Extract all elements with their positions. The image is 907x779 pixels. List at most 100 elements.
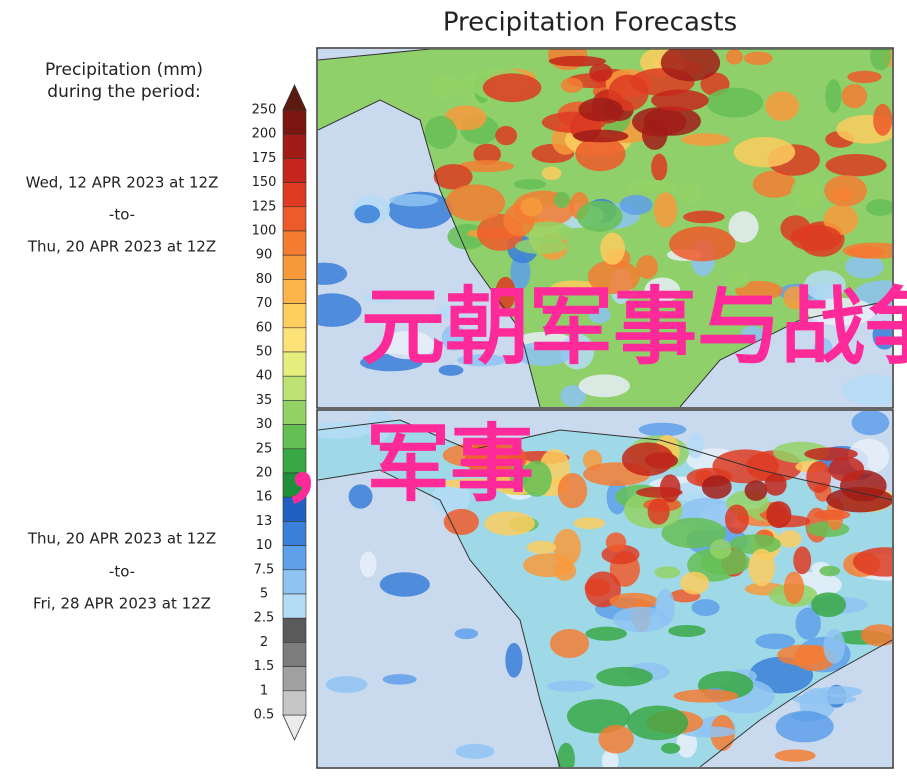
- colorbar-segment: [282, 593, 307, 619]
- period-start: Thu, 20 APR 2023 at 12Z: [27, 530, 216, 548]
- rain-area: [752, 170, 797, 198]
- rain-area: [363, 292, 401, 304]
- rain-area: [608, 74, 649, 112]
- colorbar-tick-label: 2.5: [254, 611, 275, 626]
- rain-area: [709, 539, 732, 559]
- rain-area: [433, 164, 473, 190]
- rain-area: [701, 475, 732, 499]
- colorbar-tick-label: 0.5: [254, 708, 275, 723]
- rain-area: [824, 175, 867, 207]
- rain-area: [816, 686, 863, 697]
- rain-area: [636, 255, 658, 280]
- colorbar-tick-label: 25: [256, 441, 273, 456]
- rain-area: [513, 178, 547, 190]
- rain-area: [636, 486, 683, 498]
- rain-area: [651, 153, 668, 182]
- rain-area: [515, 238, 568, 254]
- coastline: [318, 419, 892, 767]
- rain-area: [766, 501, 792, 529]
- rain-area: [755, 633, 796, 650]
- rain-area: [548, 55, 606, 67]
- rain-area: [588, 306, 611, 324]
- colorbar-tick-label: 7.5: [254, 562, 275, 577]
- legend-heading: during the period:: [47, 82, 200, 102]
- rain-area: [444, 105, 487, 131]
- rain-area: [589, 63, 613, 82]
- rain-area: [741, 325, 765, 342]
- rain-area: [557, 742, 575, 767]
- rain-area: [783, 286, 806, 310]
- legend-heading: Precipitation (mm): [45, 60, 203, 80]
- rain-area: [348, 484, 373, 509]
- map-panel: [318, 411, 892, 767]
- rain-area: [853, 280, 892, 307]
- colorbar: [282, 84, 307, 741]
- rain-area: [578, 97, 623, 122]
- rain-area: [626, 179, 678, 193]
- rain-area: [676, 730, 698, 758]
- colorbar-tick-label: 13: [256, 514, 273, 529]
- rain-area: [601, 749, 619, 767]
- colorbar-segment: [282, 303, 307, 329]
- rain-area: [733, 137, 796, 168]
- rain-area: [791, 176, 823, 209]
- rain-area: [872, 320, 892, 350]
- rain-area: [457, 354, 508, 367]
- rain-area: [804, 270, 846, 301]
- rain-area: [774, 749, 816, 762]
- colorbar-segment: [282, 206, 307, 232]
- rain-area: [700, 549, 751, 576]
- rain-area: [673, 689, 739, 703]
- colorbar-segment: [282, 279, 307, 304]
- rain-area: [661, 742, 681, 754]
- rain-area: [495, 276, 516, 310]
- rain-area: [389, 193, 439, 207]
- rain-area: [605, 532, 627, 553]
- rain-area: [632, 107, 687, 137]
- rain-area: [598, 724, 634, 754]
- rain-area: [454, 628, 479, 640]
- rain-area: [865, 199, 892, 216]
- colorbar-tick-label: 250: [252, 103, 277, 118]
- rain-area: [791, 711, 822, 722]
- period-separator: -to-: [109, 563, 135, 581]
- colorbar-tick-label: 175: [252, 151, 277, 166]
- rain-area: [318, 262, 348, 285]
- rain-area: [660, 49, 721, 82]
- rain-area: [841, 374, 892, 406]
- colorbar-tick-label: 90: [256, 248, 273, 263]
- rain-area: [647, 498, 670, 525]
- rain-area: [621, 442, 674, 476]
- rain-area: [790, 224, 842, 252]
- rain-area: [495, 126, 518, 146]
- rain-area: [367, 411, 392, 442]
- rain-area: [811, 592, 846, 618]
- colorbar-segment: [282, 690, 307, 716]
- colorbar-tick-label: 1.5: [254, 659, 275, 674]
- rain-area: [669, 226, 736, 262]
- colorbar-segment: [282, 158, 307, 183]
- rain-area: [728, 272, 750, 289]
- rain-area: [687, 432, 704, 459]
- colorbar-segment: [282, 133, 307, 159]
- rain-area: [691, 599, 720, 616]
- rain-area: [860, 624, 892, 647]
- rain-area: [783, 571, 805, 605]
- rain-area: [842, 242, 892, 259]
- rain-area: [585, 626, 627, 641]
- rain-area: [814, 509, 851, 520]
- rain-area: [553, 560, 577, 581]
- rain-area: [638, 422, 687, 437]
- rain-area: [764, 473, 787, 496]
- map-panel: [318, 49, 892, 407]
- rain-area: [651, 89, 709, 112]
- rain-area: [847, 70, 882, 84]
- colorbar-segment: [282, 375, 307, 401]
- colorbar-tick-label: 50: [256, 345, 273, 360]
- period-end: Thu, 20 APR 2023 at 12Z: [27, 238, 216, 256]
- colorbar-segment: [282, 545, 307, 571]
- rain-area: [458, 160, 515, 173]
- rain-area: [668, 624, 706, 637]
- rain-area: [851, 411, 890, 436]
